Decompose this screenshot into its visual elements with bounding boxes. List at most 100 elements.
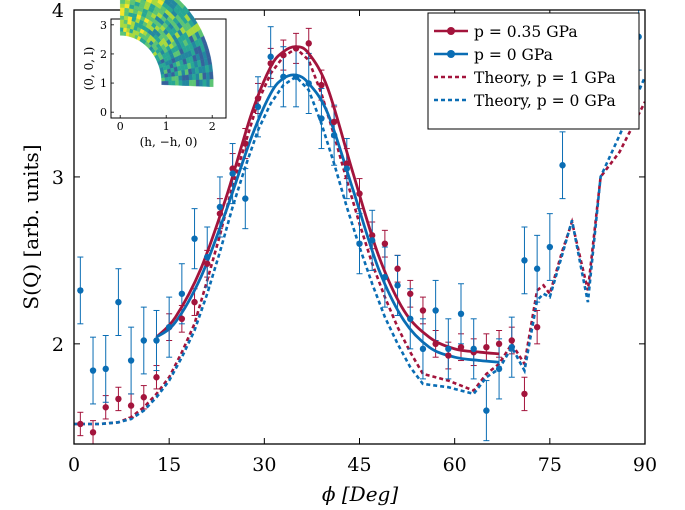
- inset-pixel: [130, 0, 136, 2]
- inset-pixel: [202, 72, 207, 80]
- legend-label: p = 0.35 GPa: [474, 23, 578, 41]
- inset-pixel: [164, 77, 169, 82]
- inset-pixel: [171, 71, 176, 77]
- inset-pixel: [205, 72, 210, 80]
- data-point: [102, 404, 109, 411]
- inset-pixel: [120, 11, 125, 16]
- data-point: [419, 345, 427, 353]
- inset-pixel: [120, 3, 126, 8]
- data-point: [356, 240, 363, 247]
- inset-x-axis-label: (h, −h, 0): [140, 135, 198, 149]
- data-point: [445, 352, 452, 359]
- inset-x-tick-label: 0: [117, 120, 124, 133]
- inset-y-axis-label: (0, 0, l): [82, 47, 96, 91]
- data-point: [445, 345, 452, 353]
- data-point: [140, 337, 147, 344]
- data-point: [280, 51, 287, 59]
- data-point: [127, 357, 135, 364]
- x-axis-label: ϕ [Deg]: [322, 482, 398, 506]
- data-point: [127, 402, 135, 409]
- inset-pixel: [135, 0, 142, 3]
- data-point: [381, 273, 389, 281]
- x-tick-label: 0: [68, 454, 80, 476]
- data-point: [77, 287, 84, 294]
- inset-pixel: [124, 11, 129, 17]
- y-tick-label: 3: [52, 167, 64, 189]
- data-point: [546, 243, 554, 251]
- data-point: [242, 140, 249, 147]
- data-point: [521, 390, 528, 398]
- inset-pixel: [167, 72, 172, 78]
- inset-pixel: [120, 7, 125, 12]
- inset-pixel: [164, 80, 169, 86]
- legend-label: Theory, p = 0 GPa: [474, 92, 616, 110]
- inset-pixel: [209, 71, 214, 80]
- data-point: [292, 73, 300, 80]
- inset-pixel: [199, 79, 204, 87]
- x-tick-label: 45: [347, 454, 371, 476]
- inset-pixel: [188, 74, 193, 81]
- data-point: [305, 40, 312, 47]
- data-point: [495, 365, 503, 373]
- data-point: [191, 298, 198, 306]
- data-point: [254, 103, 262, 111]
- x-tick-label: 75: [538, 454, 562, 476]
- data-point: [216, 203, 224, 211]
- inset-y-tick-label: 3: [100, 19, 107, 32]
- data-point: [559, 162, 566, 169]
- legend-marker: [447, 27, 455, 35]
- legend-label: p = 0 GPa: [474, 46, 553, 64]
- data-point: [267, 60, 274, 67]
- inset-pixel: [182, 80, 186, 86]
- inset-pixel: [174, 71, 179, 77]
- inset-pixel: [120, 15, 125, 20]
- data-point: [457, 343, 465, 351]
- inset-pixel: [164, 73, 169, 78]
- data-point: [330, 131, 338, 139]
- data-point: [115, 298, 122, 306]
- legend-box: [427, 12, 640, 130]
- data-point: [115, 395, 122, 403]
- data-point: [381, 240, 389, 247]
- inset-pixel: [120, 31, 124, 36]
- data-point: [191, 235, 198, 242]
- data-point: [343, 160, 351, 167]
- legend: p = 0.35 GPa p = 0 GPa Theory, p = 1 GPa Th…: [427, 12, 640, 130]
- inset-pixel: [192, 79, 197, 87]
- data-point: [533, 323, 541, 331]
- inset-pixel: [120, 23, 124, 28]
- inset-pixel: [202, 79, 207, 87]
- data-point: [153, 374, 160, 381]
- data-point: [407, 290, 414, 297]
- data-point: [178, 315, 186, 323]
- inset-pixel: [171, 76, 176, 82]
- inset-pixel: [171, 80, 176, 86]
- inset-pixel: [123, 19, 129, 25]
- inset-pixel: [124, 7, 130, 13]
- inset-pixel: [123, 23, 128, 29]
- data-point: [330, 118, 338, 126]
- inset-pixel: [206, 79, 210, 87]
- inset-pixel: [161, 77, 166, 82]
- data-point: [343, 165, 351, 172]
- inset-pixel: [124, 0, 131, 5]
- inset-pixel: [143, 0, 147, 2]
- inset-pixel: [120, 0, 126, 4]
- data-point: [318, 81, 325, 89]
- data-point: [267, 53, 274, 60]
- data-point: [508, 343, 515, 351]
- inset-y-tick-label: 0: [100, 106, 107, 119]
- data-point: [153, 337, 160, 344]
- data-point: [305, 80, 312, 87]
- data-point: [318, 115, 325, 122]
- data-point: [242, 195, 249, 202]
- inset-pixel: [209, 79, 214, 87]
- data-point: [368, 232, 376, 239]
- x-tick-label: 90: [633, 454, 657, 476]
- x-tick-label: 60: [443, 454, 467, 476]
- inset-pixel: [189, 79, 193, 87]
- inset-pixel: [192, 73, 197, 81]
- data-point: [165, 323, 173, 331]
- data-point: [508, 337, 515, 344]
